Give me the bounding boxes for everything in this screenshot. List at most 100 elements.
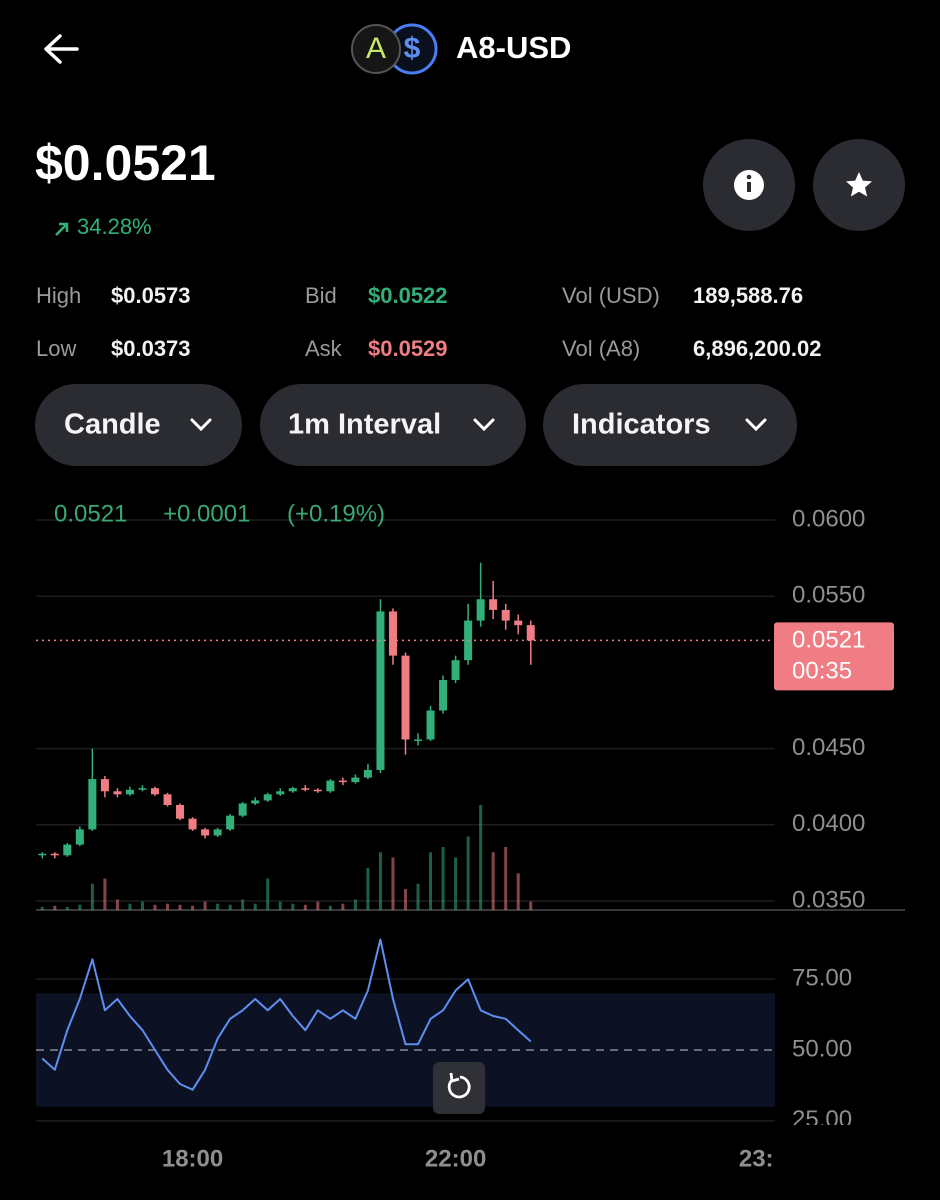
reset-bg [433,1062,485,1114]
stat-value: 6,896,200.02 [693,336,821,361]
volume-bar [191,905,195,910]
candle-body [63,844,72,856]
volume-bar [228,904,232,910]
candle-body [388,611,397,656]
reset-icon [447,1075,471,1099]
current-price-label: 0.0521 [792,627,865,654]
candle-body [226,815,235,830]
candle-body [251,800,260,804]
candle-body [125,789,134,795]
pair-title: A8-USD [456,30,571,65]
volume-bar [166,903,170,910]
volume-bar [178,904,182,910]
volume-bar [504,847,508,910]
candle-body [338,780,347,783]
stat-value: $0.0373 [111,336,191,361]
candle-body [376,611,385,770]
candle-body [201,829,210,836]
stat-value: $0.0573 [111,283,191,308]
candle-body [351,777,360,783]
candle-body [75,829,84,845]
candle-body [288,788,297,792]
reset-button[interactable] [433,1062,485,1114]
chevron [473,418,495,432]
volume-bar [404,889,407,910]
volume-bar [153,904,157,910]
candle-body [476,599,485,621]
candle-body [176,804,185,819]
volume-bar [216,903,220,910]
rsi-line [41,938,532,1091]
interval-dropdown[interactable]: 1m Interval [260,384,526,466]
back-button[interactable] [44,34,79,64]
volume-bar [40,906,44,910]
stat-label: Bid [305,283,337,308]
price-change: 34.28% [77,214,152,239]
star-icon [846,172,872,197]
dropdown-label: Candle [64,409,161,441]
candle-body [213,829,222,836]
indicators-dropdown[interactable]: Indicators [543,384,797,466]
candle-body [301,788,310,790]
volume-bar [416,883,420,910]
chart-type-dropdown[interactable]: Candle [35,384,242,466]
volume-bar [291,903,295,910]
favorite-button[interactable] [813,139,905,231]
volume-bar [78,904,82,910]
volume-bar [316,901,320,910]
candle-body [414,739,423,741]
volume-bar [366,868,370,910]
chevron [745,418,767,432]
volume-bar [441,847,445,910]
candle-body [313,789,322,792]
a8-icon-symbol: A [366,32,386,65]
volume-bar [203,901,207,910]
candle-body [100,779,109,792]
candle-body [276,791,285,795]
volume-bar [115,899,119,910]
x-tick-label: 18:00 [162,1145,223,1172]
volume-bar [53,905,57,910]
countdown-label: 00:35 [792,658,852,685]
y-tick-label: 0.0450 [792,734,865,761]
candle-body [426,710,435,740]
legend-change: +0.0001 [163,500,250,527]
info-icon-dot [746,174,752,180]
candle-body [163,794,172,805]
volume-bar [516,873,520,910]
volume-bar [429,852,433,910]
change-arrow [55,222,69,236]
y-tick-label: 75.00 [792,965,852,992]
volume-bar [278,901,282,910]
legend-price: 0.0521 [54,500,127,527]
dropdown-bg [543,384,797,466]
info-icon-stem [747,182,751,192]
y-tick-label: 25.00 [792,1106,852,1133]
volume-bar [303,904,307,910]
candle-body [489,599,498,610]
legend-change-pct: (+0.19%) [287,500,385,527]
y-tick-label: 50.00 [792,1035,852,1062]
candle-body [188,818,197,830]
volume-bar [353,899,357,910]
candle-body [326,780,335,792]
info-button[interactable] [703,139,795,231]
dropdown-bg [35,384,242,466]
stat-label: Vol (A8) [562,336,640,361]
chevron [190,418,212,432]
volume-bar [103,878,107,910]
dropdown-label: 1m Interval [288,409,441,441]
volume-bar [378,852,382,910]
usd-icon-symbol: $ [404,32,421,65]
stat-label: Ask [305,336,343,361]
x-tick-label: 22:00 [425,1145,486,1172]
volume-bar [479,805,483,910]
volume-bar [491,852,495,910]
candle-body [138,788,147,790]
candle-body [263,794,272,801]
candle-body [150,788,159,795]
y-tick-label: 0.0600 [792,505,865,532]
volume-bar [341,903,345,910]
